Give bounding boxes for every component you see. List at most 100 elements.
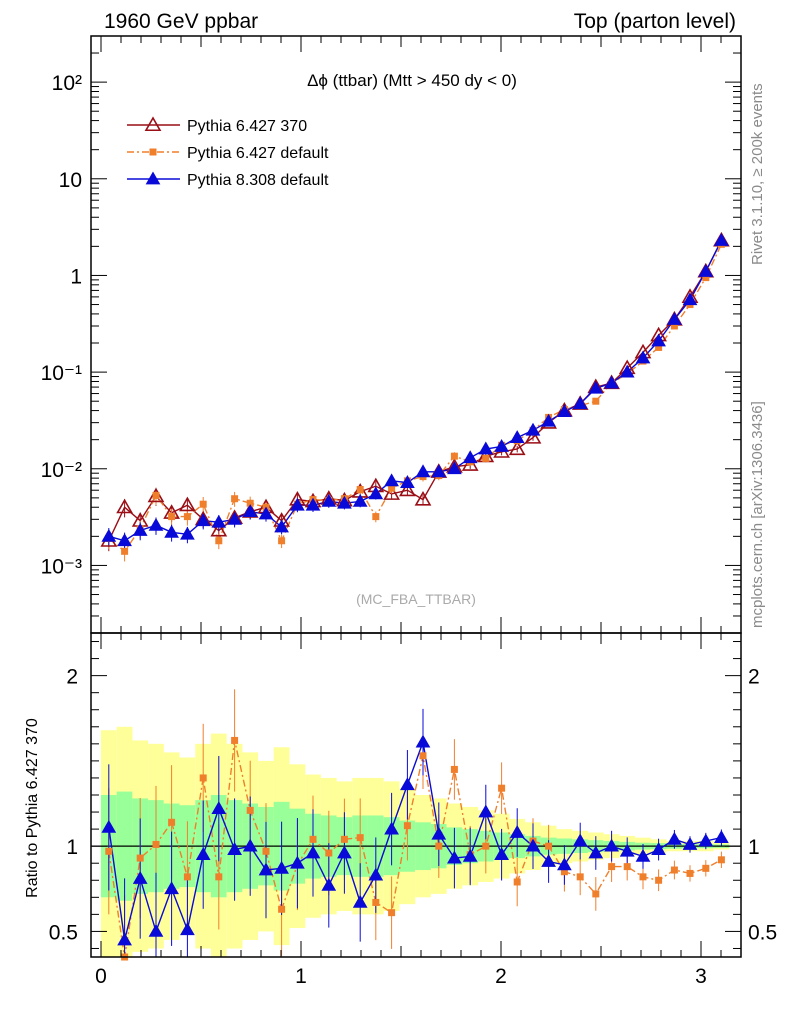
ratio-point <box>152 840 160 848</box>
main-point <box>337 495 352 509</box>
ratio-line-1 <box>108 739 722 941</box>
main-point <box>702 274 710 282</box>
ratio-point <box>560 868 568 876</box>
ratio-point <box>462 848 478 862</box>
ratio-point <box>513 878 521 886</box>
ratio-point <box>623 863 631 871</box>
main-point <box>667 312 682 325</box>
main-point <box>384 473 399 487</box>
main-point <box>164 524 179 538</box>
main-point <box>541 413 556 427</box>
ratio-line-0 <box>108 740 722 958</box>
ratio-point <box>278 905 286 913</box>
ratio-frame <box>90 632 742 958</box>
watermark: (MC_FBA_TTBAR) <box>356 591 476 607</box>
main-point <box>132 522 148 536</box>
main-point <box>117 533 132 547</box>
main-point <box>450 452 458 460</box>
ratio-point <box>305 845 321 859</box>
ratio-point <box>132 871 148 884</box>
ratio-point <box>168 818 176 826</box>
main-point <box>482 454 490 462</box>
ratio-point <box>651 842 666 855</box>
ratio-point <box>702 864 710 872</box>
main-point <box>383 485 400 500</box>
y-tick-label: 10² <box>52 72 82 95</box>
ratio-y-tick-label: 2 <box>66 666 78 689</box>
ratio-point <box>635 848 651 862</box>
ratio-point <box>148 923 164 937</box>
main-point <box>246 499 254 507</box>
main-point <box>278 537 286 545</box>
main-point <box>183 513 191 521</box>
ratio-panel: 0.5 0.5 1 1 2 2 0 1 2 3 Ratio to Pythia 6.427 370 <box>24 632 777 988</box>
ratio-point <box>195 847 211 861</box>
ratio-point <box>183 873 191 881</box>
ratio-point <box>431 826 447 840</box>
x-tick-label: 0 <box>95 965 107 988</box>
ratio-y-tick-label-right: 0.5 <box>748 921 777 944</box>
ratio-y-tick-label: 0.5 <box>49 921 78 944</box>
legend-marker <box>145 171 161 185</box>
ratio-point <box>686 869 694 877</box>
x-tick-label: 1 <box>295 965 307 988</box>
main-point <box>356 486 364 494</box>
main-point <box>619 364 635 378</box>
y-tick-label: 10⁻² <box>41 459 82 482</box>
ratio-axes: 0.5 0.5 1 1 2 2 0 1 2 3 <box>49 633 777 988</box>
ratio-point <box>608 863 616 871</box>
ratio-point <box>231 736 239 744</box>
ratio-point <box>368 867 384 881</box>
ratio-point <box>199 774 207 782</box>
ratio-y-tick-label-right: 1 <box>748 836 760 859</box>
mcplots-label: mcplots.cern.ch [arXiv:1306.3436] <box>749 401 766 628</box>
ratio-ylabel: Ratio to Pythia 6.427 370 <box>24 718 41 898</box>
ratio-point <box>215 873 223 881</box>
main-point <box>604 375 619 389</box>
main-point <box>415 464 431 478</box>
ratio-point <box>356 834 364 842</box>
ratio-point <box>509 825 525 838</box>
ratio-point <box>211 801 227 815</box>
main-point <box>258 506 274 520</box>
ratio-point <box>325 849 333 857</box>
main-series-lines <box>108 239 723 562</box>
main-point <box>321 493 337 507</box>
main-point <box>714 232 729 246</box>
main-point <box>227 511 242 525</box>
main-point <box>592 397 600 405</box>
ratio-point <box>400 777 415 791</box>
main-point <box>121 547 129 555</box>
ratio-point <box>117 932 132 946</box>
legend-marker <box>149 148 157 156</box>
ratio-point <box>670 866 678 874</box>
ratio-point <box>164 881 179 895</box>
y-tick-label: 1 <box>70 265 82 288</box>
ratio-point <box>576 873 584 881</box>
main-point <box>698 263 714 277</box>
main-point <box>655 343 663 351</box>
main-point <box>148 517 164 531</box>
ratio-point <box>478 804 494 818</box>
ratio-point <box>682 836 698 850</box>
ratio-point <box>541 853 556 867</box>
main-point <box>462 450 478 464</box>
main-axes: 10⁻³ 10⁻² 10⁻¹ 1 10 10² <box>41 35 741 634</box>
main-point <box>572 396 588 410</box>
main-point <box>478 441 494 455</box>
ratio-point <box>588 845 604 859</box>
main-point <box>368 486 384 500</box>
main-point <box>352 493 368 507</box>
legend-label: Pythia 8.308 default <box>187 172 329 189</box>
ratio-point <box>105 847 113 855</box>
main-point <box>152 491 160 499</box>
main-point <box>399 481 416 497</box>
ratio-point <box>246 806 254 814</box>
main-point <box>231 495 239 503</box>
ratio-point <box>592 890 600 898</box>
ratio-point <box>604 838 619 852</box>
main-series-markers <box>100 231 730 555</box>
main-point <box>431 464 447 478</box>
main-point <box>372 513 380 521</box>
